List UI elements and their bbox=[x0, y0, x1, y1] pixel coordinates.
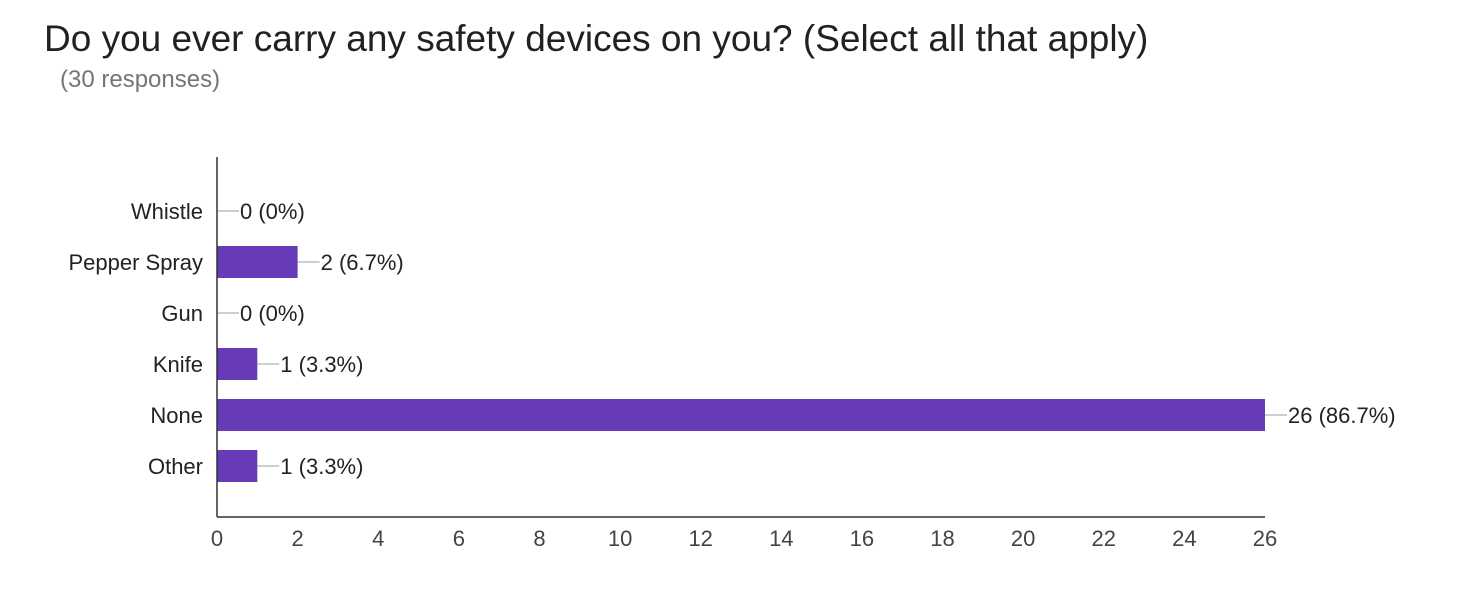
x-tick-label: 14 bbox=[769, 526, 793, 551]
chart-title: Do you ever carry any safety devices on … bbox=[44, 18, 1149, 59]
data-label: 0 (0%) bbox=[240, 301, 305, 326]
bar bbox=[217, 399, 1265, 431]
category-label: Knife bbox=[153, 352, 203, 377]
data-label: 26 (86.7%) bbox=[1288, 403, 1396, 428]
data-label: 0 (0%) bbox=[240, 199, 305, 224]
x-tick-label: 20 bbox=[1011, 526, 1035, 551]
x-tick-label: 2 bbox=[291, 526, 303, 551]
category-label: Gun bbox=[161, 301, 203, 326]
x-tick-label: 22 bbox=[1092, 526, 1116, 551]
chart-subtitle: (30 responses) bbox=[60, 66, 221, 93]
data-label: 1 (3.3%) bbox=[280, 352, 363, 377]
x-tick-label: 0 bbox=[211, 526, 223, 551]
x-tick-label: 8 bbox=[533, 526, 545, 551]
x-tick-label: 16 bbox=[850, 526, 874, 551]
category-label: None bbox=[150, 403, 203, 428]
category-label: Pepper Spray bbox=[68, 250, 203, 275]
data-label: 1 (3.3%) bbox=[280, 454, 363, 479]
bar bbox=[217, 348, 258, 380]
category-label: Whistle bbox=[131, 199, 203, 224]
bar bbox=[217, 246, 298, 278]
x-tick-label: 4 bbox=[372, 526, 384, 551]
category-label: Other bbox=[148, 454, 203, 479]
x-tick-label: 12 bbox=[688, 526, 712, 551]
x-tick-label: 18 bbox=[930, 526, 954, 551]
data-label: 2 (6.7%) bbox=[321, 250, 404, 275]
x-tick-label: 24 bbox=[1172, 526, 1196, 551]
x-tick-label: 10 bbox=[608, 526, 632, 551]
bar bbox=[217, 450, 258, 482]
x-tick-label: 26 bbox=[1253, 526, 1277, 551]
x-tick-label: 6 bbox=[453, 526, 465, 551]
